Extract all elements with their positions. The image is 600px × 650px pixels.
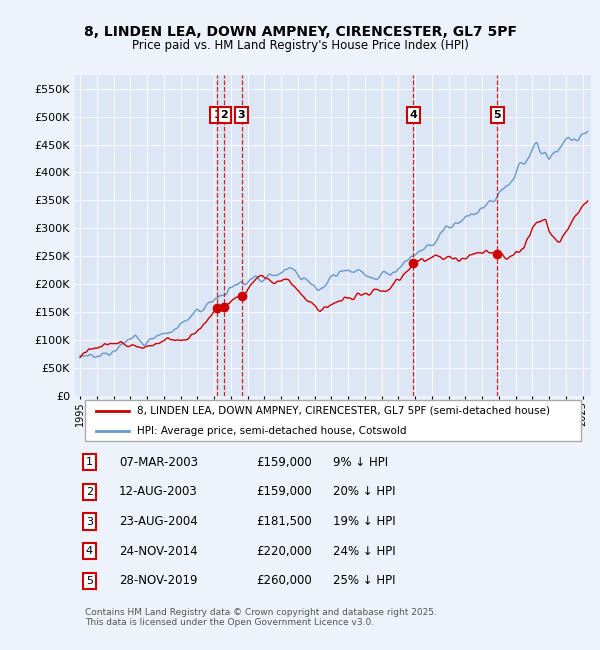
- Text: 2: 2: [221, 110, 229, 120]
- Text: 19% ↓ HPI: 19% ↓ HPI: [333, 515, 395, 528]
- Text: £260,000: £260,000: [257, 575, 313, 588]
- Text: 3: 3: [238, 110, 245, 120]
- Text: 1: 1: [213, 110, 221, 120]
- Text: 4: 4: [409, 110, 418, 120]
- Text: £181,500: £181,500: [257, 515, 313, 528]
- Text: 4: 4: [86, 546, 93, 556]
- FancyBboxPatch shape: [85, 400, 581, 441]
- Text: 5: 5: [86, 576, 93, 586]
- Text: 07-MAR-2003: 07-MAR-2003: [119, 456, 198, 469]
- Text: 24-NOV-2014: 24-NOV-2014: [119, 545, 197, 558]
- Text: 1: 1: [86, 457, 93, 467]
- Text: 28-NOV-2019: 28-NOV-2019: [119, 575, 197, 588]
- Text: 9% ↓ HPI: 9% ↓ HPI: [333, 456, 388, 469]
- Text: 20% ↓ HPI: 20% ↓ HPI: [333, 486, 395, 499]
- Text: 5: 5: [493, 110, 501, 120]
- Text: 8, LINDEN LEA, DOWN AMPNEY, CIRENCESTER, GL7 5PF (semi-detached house): 8, LINDEN LEA, DOWN AMPNEY, CIRENCESTER,…: [137, 406, 550, 415]
- Text: 24% ↓ HPI: 24% ↓ HPI: [333, 545, 395, 558]
- Text: 25% ↓ HPI: 25% ↓ HPI: [333, 575, 395, 588]
- Text: 8, LINDEN LEA, DOWN AMPNEY, CIRENCESTER, GL7 5PF: 8, LINDEN LEA, DOWN AMPNEY, CIRENCESTER,…: [83, 25, 517, 39]
- Text: Contains HM Land Registry data © Crown copyright and database right 2025.
This d: Contains HM Land Registry data © Crown c…: [85, 608, 437, 627]
- Text: Price paid vs. HM Land Registry's House Price Index (HPI): Price paid vs. HM Land Registry's House …: [131, 39, 469, 52]
- Text: 23-AUG-2004: 23-AUG-2004: [119, 515, 197, 528]
- Text: £159,000: £159,000: [257, 486, 313, 499]
- Text: 2: 2: [86, 487, 93, 497]
- Text: £220,000: £220,000: [257, 545, 313, 558]
- Text: 12-AUG-2003: 12-AUG-2003: [119, 486, 197, 499]
- Text: £159,000: £159,000: [257, 456, 313, 469]
- Text: HPI: Average price, semi-detached house, Cotswold: HPI: Average price, semi-detached house,…: [137, 426, 406, 436]
- Text: 3: 3: [86, 517, 93, 526]
